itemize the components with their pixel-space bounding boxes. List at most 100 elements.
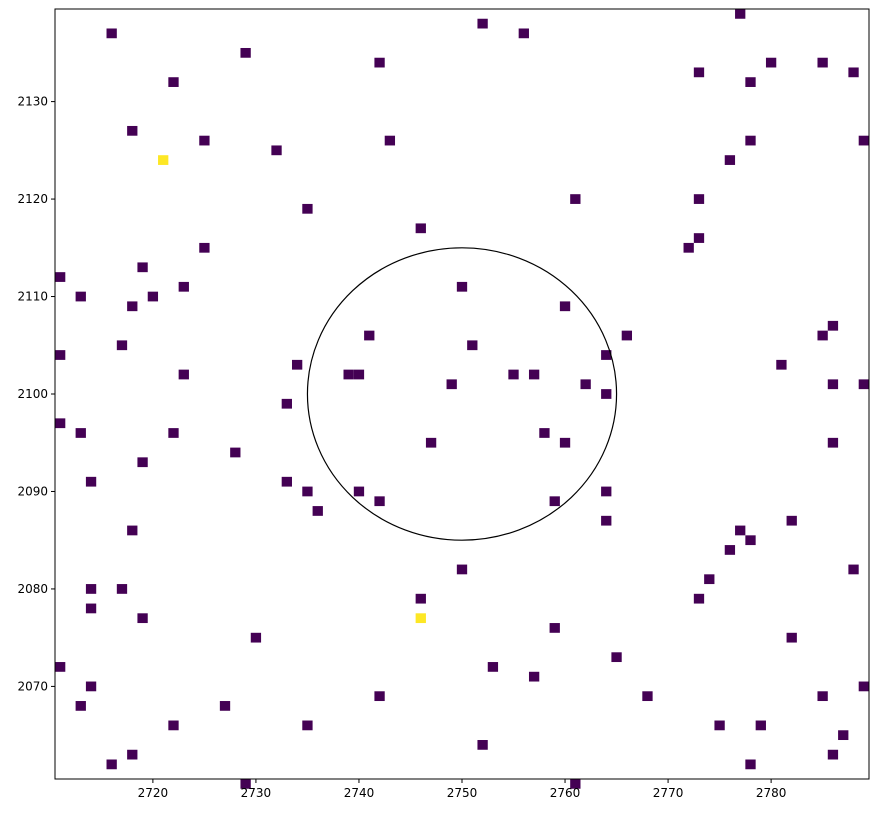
heatmap-cell xyxy=(106,759,117,770)
heatmap-cell xyxy=(549,496,560,507)
heatmap-cell xyxy=(724,155,736,165)
heatmap-cell xyxy=(85,603,97,614)
heatmap-cell xyxy=(838,730,849,741)
heatmap-cell xyxy=(621,330,633,341)
heatmap-cell xyxy=(642,691,653,702)
heatmap-cell-high xyxy=(158,155,169,165)
heatmap-cell xyxy=(85,681,97,692)
heatmap-cell xyxy=(745,759,756,770)
heatmap-cell xyxy=(55,418,66,429)
heatmap-cell xyxy=(786,515,797,526)
heatmap-cell xyxy=(580,379,591,390)
heatmap-cell xyxy=(55,662,66,672)
heatmap-cell xyxy=(745,535,756,546)
x-axis: 2720 2730 2740 2750 2760 2770 2780 xyxy=(138,779,786,800)
heatmap-cell xyxy=(343,369,354,380)
y-tick-label: 2080 xyxy=(17,582,48,596)
circle-layer xyxy=(306,247,618,541)
heatmap-cell xyxy=(127,749,138,760)
x-tick-label: 2770 xyxy=(653,786,684,800)
heatmap-cell xyxy=(219,701,231,711)
heatmap-cell xyxy=(55,350,66,360)
heatmap-cell xyxy=(374,57,385,68)
circle-outline xyxy=(306,247,618,541)
heatmap-cell xyxy=(528,369,540,380)
heatmap-cell xyxy=(817,330,828,341)
heatmap-cell xyxy=(848,564,859,575)
heatmap-cell xyxy=(559,437,571,448)
heatmap-cell xyxy=(75,428,86,438)
x-tick-label: 2760 xyxy=(550,786,581,800)
cells-layer xyxy=(55,9,869,789)
heatmap-cell xyxy=(570,194,581,204)
heatmap-cell xyxy=(724,545,736,555)
heatmap-cell xyxy=(477,740,488,750)
heatmap-cell xyxy=(302,203,313,214)
heatmap-cell xyxy=(827,320,839,331)
heatmap-cell xyxy=(85,584,97,594)
heatmap-cell xyxy=(477,18,488,29)
heatmap-cell xyxy=(168,720,179,731)
heatmap-cell xyxy=(601,515,612,526)
heatmap-cell xyxy=(539,428,550,438)
heatmap-cell xyxy=(302,486,313,497)
heatmap-cell xyxy=(199,242,210,253)
heatmap-cell xyxy=(611,652,622,663)
heatmap-cell xyxy=(168,428,179,438)
heatmap-cell xyxy=(127,301,138,312)
heatmap-cell xyxy=(425,437,437,448)
heatmap-cell xyxy=(168,77,179,87)
heatmap-cell xyxy=(230,447,241,458)
y-tick-label: 2090 xyxy=(17,484,48,498)
heatmap-cell xyxy=(137,457,148,468)
y-tick-label: 2070 xyxy=(17,679,48,693)
heatmap-cell xyxy=(755,720,766,731)
heatmap-cell xyxy=(745,135,756,146)
y-tick-label: 2110 xyxy=(17,290,48,304)
heatmap-cell xyxy=(848,67,859,78)
heatmap-cell xyxy=(415,593,426,604)
heatmap-cell xyxy=(374,691,385,702)
heatmap-cell xyxy=(745,77,756,87)
heatmap-cell xyxy=(199,135,210,146)
heatmap-cell xyxy=(693,593,705,604)
x-tick-label: 2740 xyxy=(344,786,375,800)
heatmap-cell xyxy=(508,369,519,380)
heatmap-cell xyxy=(786,632,797,643)
heatmap-cell xyxy=(312,506,323,516)
heatmap-cell xyxy=(127,525,138,536)
heatmap-cell xyxy=(250,632,262,643)
heatmap-cell xyxy=(714,720,725,731)
heatmap-cell xyxy=(75,701,86,711)
x-tick-label: 2720 xyxy=(138,786,169,800)
heatmap-cell-high xyxy=(415,613,426,624)
heatmap-cell xyxy=(693,67,705,78)
heatmap-cell xyxy=(704,574,715,585)
heatmap-cell xyxy=(467,340,478,351)
heatmap-cell xyxy=(456,281,468,292)
heatmap-cell xyxy=(735,525,746,536)
heatmap-cell xyxy=(55,272,66,282)
heatmap-cell xyxy=(817,691,828,702)
heatmap-cell xyxy=(487,662,499,672)
heatmap-cell xyxy=(116,340,128,351)
x-tick-label: 2750 xyxy=(447,786,478,800)
heatmap-cell xyxy=(384,135,396,146)
heatmap-cell xyxy=(353,486,365,497)
heatmap-cell xyxy=(693,194,705,204)
heatmap-cell xyxy=(601,389,612,399)
heatmap-cell xyxy=(693,233,705,243)
heatmap-cell xyxy=(817,57,828,68)
heatmap-cell xyxy=(271,145,282,156)
heatmap-cell xyxy=(446,379,457,390)
heatmap-cell xyxy=(240,779,251,789)
heatmap-cell xyxy=(601,486,612,497)
heatmap-cell xyxy=(106,28,117,39)
heatmap-cell xyxy=(137,613,148,624)
heatmap-cell xyxy=(374,496,385,507)
heatmap-cell xyxy=(559,301,571,312)
heatmap-cell xyxy=(570,779,581,789)
heatmap-cell xyxy=(85,476,97,487)
heatmap-cell xyxy=(776,359,787,370)
